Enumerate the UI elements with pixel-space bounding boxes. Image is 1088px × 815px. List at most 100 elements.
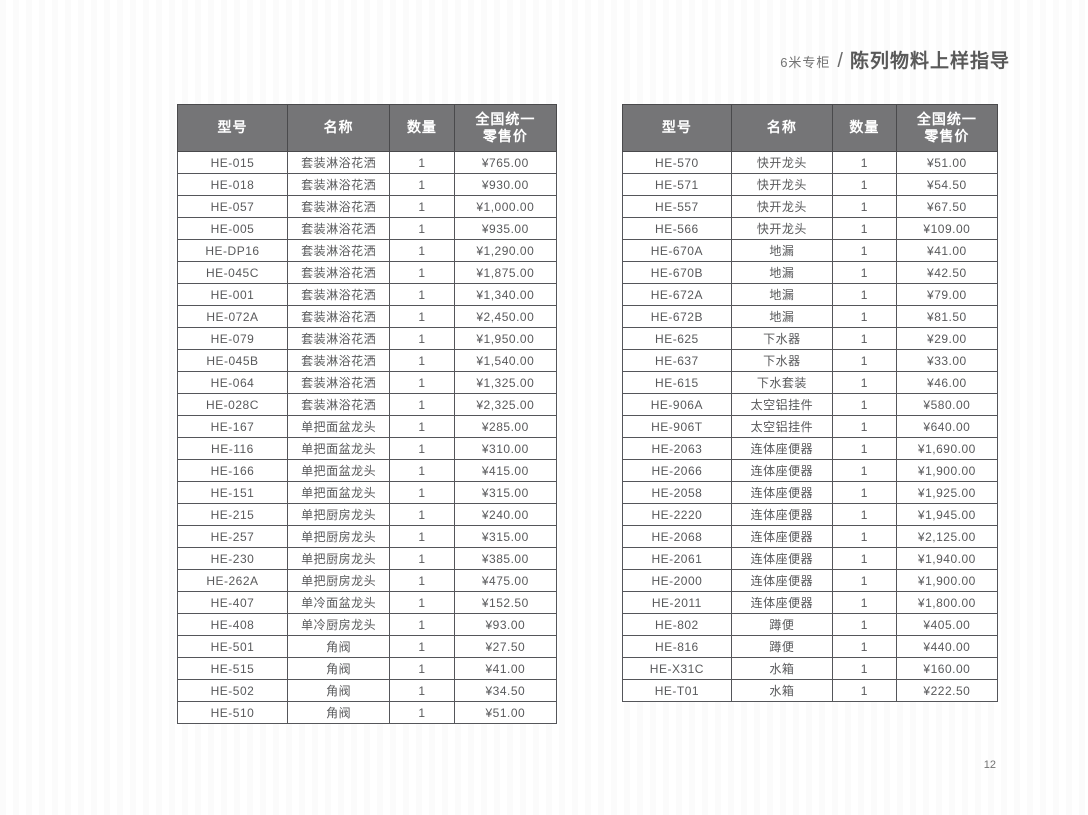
name-cell: 连体座便器 (730, 437, 834, 460)
name-cell: 蹲便 (730, 635, 834, 658)
name-cell: 单把厨房龙头 (286, 525, 391, 548)
name-cell: 地漏 (730, 261, 834, 284)
model-cell: HE-515 (177, 657, 288, 680)
price-cell: ¥315.00 (453, 481, 558, 504)
name-cell: 套装淋浴花洒 (286, 327, 391, 350)
table-row: HE-637 下水器 1 ¥33.00 (622, 349, 999, 372)
price-cell: ¥67.50 (895, 195, 999, 218)
table-row: HE-257 单把厨房龙头 1 ¥315.00 (177, 525, 558, 548)
model-cell: HE-670A (622, 239, 732, 262)
column-header-price: 全国统一 零售价 (895, 104, 999, 152)
name-cell: 快开龙头 (730, 151, 834, 174)
name-cell: 地漏 (730, 305, 834, 328)
table-row: HE-670A 地漏 1 ¥41.00 (622, 239, 999, 262)
name-cell: 单冷面盆龙头 (286, 591, 391, 614)
model-cell: HE-672A (622, 283, 732, 306)
qty-cell: 1 (389, 547, 455, 570)
qty-cell: 1 (832, 635, 897, 658)
name-cell: 角阀 (286, 657, 391, 680)
header-separator: / (837, 50, 843, 72)
product-table-right-container: 型号 名称 数量 全国统一 零售价 HE-570 快开龙头 1 ¥51.00 HE-57… (622, 104, 999, 702)
table-row: HE-625 下水器 1 ¥29.00 (622, 327, 999, 350)
qty-cell: 1 (389, 305, 455, 328)
qty-cell: 1 (389, 569, 455, 592)
model-cell: HE-510 (177, 701, 288, 724)
model-cell: HE-615 (622, 371, 732, 394)
name-cell: 水箱 (730, 657, 834, 680)
price-cell: ¥385.00 (453, 547, 558, 570)
table-row: HE-005 套装淋浴花洒 1 ¥935.00 (177, 217, 558, 240)
name-cell: 下水套装 (730, 371, 834, 394)
model-cell: HE-557 (622, 195, 732, 218)
table-row: HE-408 单冷厨房龙头 1 ¥93.00 (177, 613, 558, 636)
price-cell: ¥1,950.00 (453, 327, 558, 350)
qty-cell: 1 (389, 437, 455, 460)
qty-cell: 1 (832, 327, 897, 350)
price-cell: ¥1,875.00 (453, 261, 558, 284)
model-cell: HE-079 (177, 327, 288, 350)
qty-cell: 1 (832, 195, 897, 218)
model-cell: HE-064 (177, 371, 288, 394)
table-row: HE-670B 地漏 1 ¥42.50 (622, 261, 999, 284)
table-row: HE-018 套装淋浴花洒 1 ¥930.00 (177, 173, 558, 196)
price-cell: ¥93.00 (453, 613, 558, 636)
price-cell: ¥34.50 (453, 679, 558, 702)
qty-cell: 1 (389, 481, 455, 504)
price-cell: ¥160.00 (895, 657, 999, 680)
column-header-qty: 数量 (832, 104, 897, 152)
model-cell: HE-502 (177, 679, 288, 702)
qty-cell: 1 (832, 261, 897, 284)
model-cell: HE-2066 (622, 459, 732, 482)
price-cell: ¥79.00 (895, 283, 999, 306)
table-row: HE-515 角阀 1 ¥41.00 (177, 657, 558, 680)
model-cell: HE-802 (622, 613, 732, 636)
table-row: HE-906A 太空铝挂件 1 ¥580.00 (622, 393, 999, 416)
model-cell: HE-116 (177, 437, 288, 460)
model-cell: HE-637 (622, 349, 732, 372)
table-row: HE-230 单把厨房龙头 1 ¥385.00 (177, 547, 558, 570)
table-row: HE-2220 连体座便器 1 ¥1,945.00 (622, 503, 999, 526)
qty-cell: 1 (389, 525, 455, 548)
model-cell: HE-566 (622, 217, 732, 240)
table-row: HE-816 蹲便 1 ¥440.00 (622, 635, 999, 658)
table-row: HE-672B 地漏 1 ¥81.50 (622, 305, 999, 328)
section-label: 6米专柜 (780, 55, 831, 70)
price-cell: ¥935.00 (453, 217, 558, 240)
model-cell: HE-057 (177, 195, 288, 218)
model-cell: HE-015 (177, 151, 288, 174)
model-cell: HE-2061 (622, 547, 732, 570)
table-row: HE-407 单冷面盆龙头 1 ¥152.50 (177, 591, 558, 614)
qty-cell: 1 (389, 173, 455, 196)
price-cell: ¥1,340.00 (453, 283, 558, 306)
model-cell: HE-816 (622, 635, 732, 658)
qty-cell: 1 (389, 239, 455, 262)
model-cell: HE-2068 (622, 525, 732, 548)
model-cell: HE-001 (177, 283, 288, 306)
name-cell: 套装淋浴花洒 (286, 195, 391, 218)
table-row: HE-2000 连体座便器 1 ¥1,900.00 (622, 569, 999, 592)
price-cell: ¥29.00 (895, 327, 999, 350)
qty-cell: 1 (832, 569, 897, 592)
name-cell: 连体座便器 (730, 547, 834, 570)
name-cell: 连体座便器 (730, 481, 834, 504)
name-cell: 地漏 (730, 283, 834, 306)
table-row: HE-571 快开龙头 1 ¥54.50 (622, 173, 999, 196)
product-table-left-container: 型号 名称 数量 全国统一 零售价 HE-015 套装淋浴花洒 1 ¥765.00 HE… (177, 104, 558, 724)
model-cell: HE-672B (622, 305, 732, 328)
table-row: HE-501 角阀 1 ¥27.50 (177, 635, 558, 658)
price-cell: ¥475.00 (453, 569, 558, 592)
column-header-name: 名称 (730, 104, 834, 152)
table-row: HE-262A 单把厨房龙头 1 ¥475.00 (177, 569, 558, 592)
model-cell: HE-028C (177, 393, 288, 416)
product-table-left: 型号 名称 数量 全国统一 零售价 HE-015 套装淋浴花洒 1 ¥765.00 HE… (177, 104, 558, 724)
table-row: HE-615 下水套装 1 ¥46.00 (622, 371, 999, 394)
price-cell: ¥240.00 (453, 503, 558, 526)
model-cell: HE-670B (622, 261, 732, 284)
model-cell: HE-906T (622, 415, 732, 438)
qty-cell: 1 (832, 657, 897, 680)
price-cell: ¥930.00 (453, 173, 558, 196)
qty-cell: 1 (389, 195, 455, 218)
model-cell: HE-571 (622, 173, 732, 196)
column-header-price: 全国统一 零售价 (453, 104, 558, 152)
column-header-qty: 数量 (389, 104, 455, 152)
